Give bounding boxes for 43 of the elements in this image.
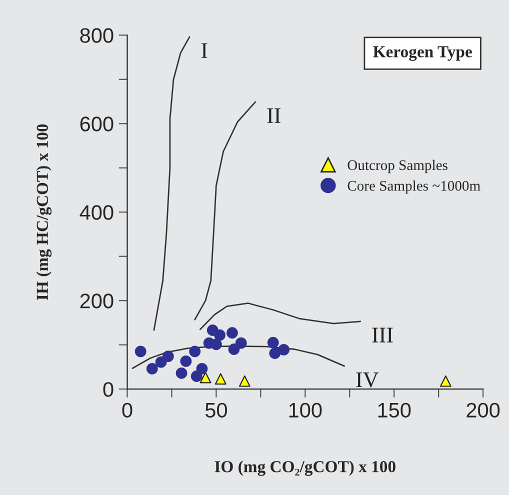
line-series	[153, 36, 190, 331]
y-tick-label: 200	[80, 294, 114, 308]
point	[146, 363, 158, 374]
point	[214, 329, 226, 341]
point	[278, 344, 290, 356]
point	[196, 363, 208, 374]
x-tick-label: 50	[205, 402, 227, 418]
point	[214, 373, 226, 385]
point	[228, 344, 240, 355]
point	[189, 346, 201, 358]
x-tick-label: 100	[289, 402, 322, 418]
series-label: III	[372, 328, 393, 342]
point	[210, 338, 222, 350]
series-label: I	[201, 43, 208, 58]
point	[176, 367, 188, 379]
point	[180, 355, 192, 367]
annotation: Kerogen Type	[373, 46, 472, 61]
point	[226, 327, 238, 339]
y-tick-label: 800	[80, 28, 114, 43]
point	[267, 336, 279, 348]
y-tick-label: 0	[103, 382, 114, 397]
point	[162, 350, 174, 362]
line-series	[199, 302, 361, 330]
x-tick-label: 200	[466, 402, 500, 418]
line-series	[194, 101, 256, 320]
x-tick-label: 0	[122, 402, 132, 418]
legend-label: Outcrop Samples	[348, 160, 448, 174]
series-label: IV	[356, 372, 379, 388]
point	[440, 375, 452, 387]
point	[190, 370, 202, 382]
point	[235, 337, 247, 349]
x-axis-title: IO (mg CO₂/gCOT) x 100	[214, 460, 396, 476]
point	[238, 375, 250, 387]
point	[200, 372, 212, 384]
series-label: II	[267, 108, 280, 123]
point	[134, 346, 146, 358]
legend-label: Core Samples ~1000m	[348, 180, 480, 194]
x-tick-label: 150	[378, 402, 411, 418]
y-tick-label: 400	[80, 205, 114, 220]
point	[269, 348, 281, 359]
point	[155, 356, 167, 368]
y-axis-title: IH (mg HC/gCOT) x 100	[36, 124, 52, 300]
y-tick-label: 600	[80, 116, 114, 132]
